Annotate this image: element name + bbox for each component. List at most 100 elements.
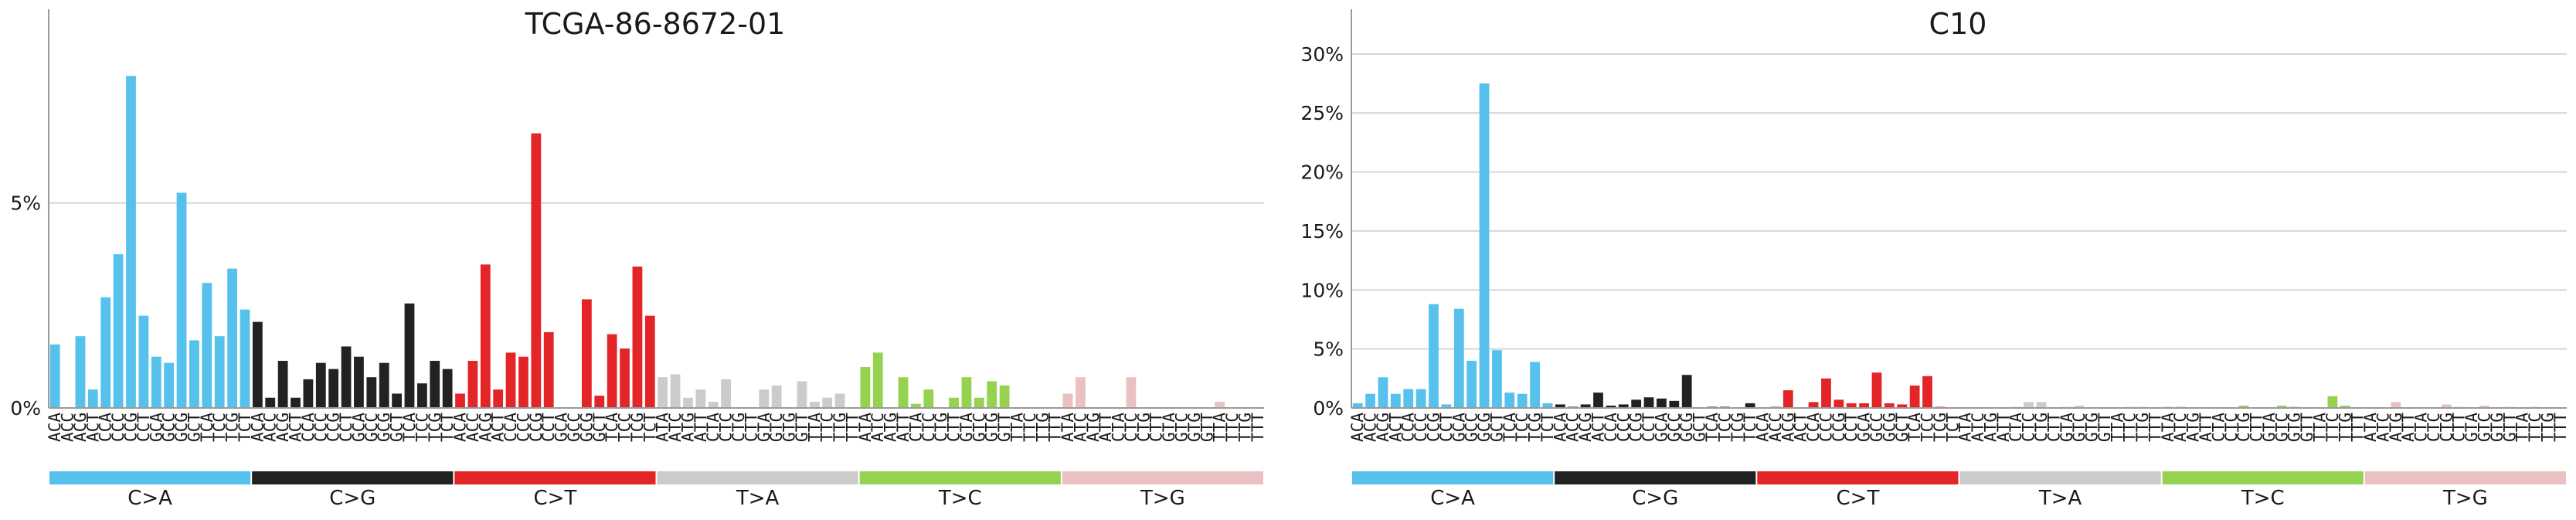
x-tick-label: CCG <box>1425 413 1443 442</box>
bar <box>518 356 528 408</box>
x-tick-label: TTA <box>805 413 824 442</box>
x-tick-label: GTA <box>755 413 773 442</box>
bar <box>1403 389 1414 408</box>
bar <box>872 352 883 408</box>
y-tick-label: 10% <box>1300 279 1344 301</box>
bar <box>455 393 465 408</box>
x-tick-label: ACG <box>476 413 494 442</box>
x-tick-label: GTG <box>2488 413 2506 442</box>
x-tick-label: CTA <box>1110 413 1128 442</box>
x-tick-label: ACT <box>1589 413 1608 442</box>
x-tick-label: TTG <box>2336 413 2354 442</box>
bar <box>1922 376 1932 408</box>
bar <box>1365 393 1375 408</box>
mutation-type-band <box>2364 471 2566 484</box>
x-tick-label: GCT <box>1487 413 1506 442</box>
x-tick-label: CTT <box>2248 413 2266 442</box>
bar <box>493 389 504 408</box>
bar <box>291 397 301 408</box>
bar <box>987 381 997 408</box>
mutation-type-band <box>1062 471 1263 484</box>
bar <box>1453 308 1464 408</box>
x-tick-label: CCA <box>501 413 520 442</box>
x-tick-label: ATC <box>1071 413 1089 442</box>
x-tick-label: GCA <box>349 413 368 442</box>
x-tick-label: GCA <box>552 413 571 442</box>
x-tick-label: ACC <box>1564 413 1582 442</box>
x-tick-label: TTT <box>2551 413 2570 442</box>
x-tick-label: TCG <box>628 413 647 442</box>
mutation-type-label: C>A <box>1430 487 1475 510</box>
x-tick-label: GCG <box>172 413 191 442</box>
y-tick-label: 25% <box>1300 102 1344 124</box>
x-tick-label: GTA <box>2260 413 2279 442</box>
bar <box>1782 390 1793 408</box>
x-tick-label: ATC <box>868 413 887 442</box>
x-tick-label: TCA <box>603 413 621 442</box>
x-tick-label: TTA <box>2310 413 2329 442</box>
mutation-type-band <box>1757 471 1959 484</box>
x-tick-label: CCA <box>1804 413 1823 442</box>
x-tick-label: CCC <box>1614 413 1633 442</box>
x-tick-label: GCT <box>1893 413 1912 442</box>
x-tick-label: CTC <box>717 413 736 442</box>
mutation-type-label: C>A <box>127 487 172 510</box>
x-tick-label: CTC <box>2020 413 2038 442</box>
x-tick-label: CCT <box>337 413 355 442</box>
x-tick-label: ATG <box>1981 413 2000 442</box>
x-tick-label: CTG <box>1134 413 1153 442</box>
x-tick-label: CTT <box>945 413 963 442</box>
x-tick-label: TTC <box>2526 413 2544 442</box>
bar <box>1429 304 1439 408</box>
bar <box>1643 397 1654 408</box>
x-tick-label: ACG <box>1576 413 1595 442</box>
x-tick-label: TCC <box>1918 413 1937 442</box>
x-tick-label: GTC <box>2475 413 2493 442</box>
bar <box>87 389 98 408</box>
bar <box>1681 375 1692 408</box>
mutation-type-band <box>657 471 858 484</box>
bar <box>1466 360 1477 408</box>
bar <box>771 385 782 408</box>
x-tick-label: GTC <box>1172 413 1191 442</box>
x-tick-label: TCT <box>1943 413 1962 442</box>
x-tick-label: GTG <box>2285 413 2304 442</box>
bar <box>240 309 250 408</box>
x-tick-label: TCG <box>1931 413 1949 442</box>
x-tick-label: GTG <box>780 413 799 442</box>
bar <box>1909 385 1920 408</box>
x-tick-label: TCT <box>236 413 254 442</box>
y-tick-label: 0% <box>1313 397 1344 420</box>
bar <box>1517 393 1528 408</box>
x-tick-label: GTG <box>2083 413 2102 442</box>
x-tick-label: ATT <box>1096 413 1115 442</box>
x-tick-label: GTA <box>957 413 976 442</box>
x-tick-label: CCG <box>325 413 343 442</box>
x-tick-label: GTA <box>2058 413 2076 442</box>
bar <box>138 315 149 408</box>
x-tick-label: ATA <box>1059 413 1077 442</box>
x-tick-label: TCC <box>413 413 431 442</box>
mutation-type-band <box>454 471 656 484</box>
bar <box>911 403 921 408</box>
bar <box>100 297 111 408</box>
x-tick-label: TCA <box>198 413 216 442</box>
x-tick-label: CCG <box>527 413 545 442</box>
bar <box>2327 396 2338 408</box>
x-tick-label: CTG <box>2032 413 2051 442</box>
bar <box>860 366 871 408</box>
bar <box>1859 403 1869 408</box>
bar <box>505 352 516 408</box>
x-tick-label: TTG <box>2538 413 2557 442</box>
y-tick-label: 20% <box>1300 161 1344 184</box>
x-tick-label: GTT <box>995 413 1014 442</box>
bar <box>581 299 592 408</box>
x-tick-label: CCG <box>1830 413 1848 442</box>
x-tick-label: TCC <box>210 413 229 442</box>
x-tick-label: ACG <box>71 413 90 442</box>
y-tick-label: 30% <box>1300 43 1344 66</box>
x-tick-label: ATG <box>2387 413 2405 442</box>
bar <box>1821 378 1831 408</box>
bar <box>2479 405 2489 408</box>
x-tick-label: ATA <box>654 413 672 442</box>
